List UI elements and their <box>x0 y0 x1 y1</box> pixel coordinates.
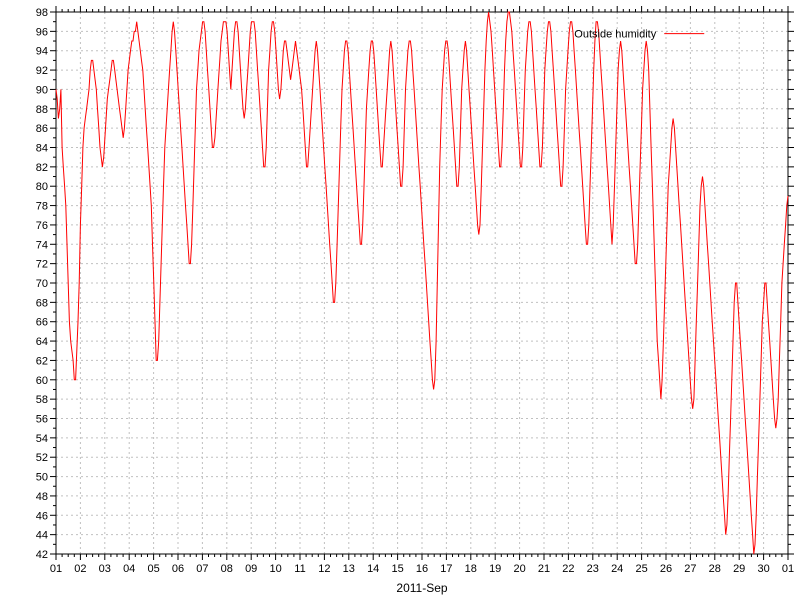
ytick-label: 62 <box>36 355 48 367</box>
xtick-label: 05 <box>147 563 159 575</box>
xtick-label: 10 <box>269 563 281 575</box>
ytick-label: 90 <box>36 84 48 96</box>
ytick-label: 76 <box>36 220 48 232</box>
ytick-label: 84 <box>36 143 48 155</box>
xtick-label: 01 <box>50 563 62 575</box>
ytick-label: 86 <box>36 123 48 135</box>
xtick-label: 15 <box>391 563 403 575</box>
ytick-label: 68 <box>36 297 48 309</box>
ytick-label: 56 <box>36 414 48 426</box>
xtick-label: 03 <box>99 563 111 575</box>
ytick-label: 52 <box>36 452 48 464</box>
ytick-label: 94 <box>36 46 48 58</box>
legend-label: Outside humidity <box>574 29 656 41</box>
xtick-label: 30 <box>757 563 769 575</box>
xtick-label: 02 <box>74 563 86 575</box>
xtick-label: 28 <box>709 563 721 575</box>
ytick-label: 98 <box>36 7 48 19</box>
xtick-label: 22 <box>562 563 574 575</box>
ytick-label: 92 <box>36 65 48 77</box>
ytick-label: 64 <box>36 336 48 348</box>
xtick-label: 16 <box>416 563 428 575</box>
ytick-label: 58 <box>36 394 48 406</box>
xtick-label: 07 <box>196 563 208 575</box>
xtick-label: 04 <box>123 563 135 575</box>
ytick-label: 70 <box>36 278 48 290</box>
humidity-chart: 42 44 46 48 50 52 54 56 58 60 62 64 66 68 70 72 74 76 78 80… <box>0 0 800 600</box>
xtick-label: 12 <box>318 563 330 575</box>
ytick-label: 72 <box>36 259 48 271</box>
ytick-label: 74 <box>36 239 48 251</box>
xtick-label: 29 <box>733 563 745 575</box>
ytick-label: 66 <box>36 317 48 329</box>
ytick-label: 50 <box>36 472 48 484</box>
ytick-label: 88 <box>36 104 48 116</box>
ytick-label: 54 <box>36 433 48 445</box>
ytick-label: 82 <box>36 162 48 174</box>
ytick-label: 78 <box>36 201 48 213</box>
xtick-label: 20 <box>513 563 525 575</box>
ytick-label: 48 <box>36 491 48 503</box>
xtick-label: 25 <box>635 563 647 575</box>
xtick-label: 27 <box>684 563 696 575</box>
xtick-label: 06 <box>172 563 184 575</box>
ytick-label: 96 <box>36 26 48 38</box>
xtick-label: 11 <box>294 563 305 575</box>
xtick-label: 19 <box>489 563 501 575</box>
xtick-label: 08 <box>221 563 233 575</box>
ytick-label: 46 <box>36 510 48 522</box>
xtick-label: 17 <box>440 563 452 575</box>
xtick-label: 01 <box>782 563 794 575</box>
ytick-label: 42 <box>36 549 48 561</box>
ytick-label: 44 <box>36 530 48 542</box>
chart-svg: 42 44 46 48 50 52 54 56 58 60 62 64 66 68 70 72 74 76 78 80… <box>0 0 800 600</box>
xtick-label: 13 <box>343 563 355 575</box>
xtick-label: 23 <box>587 563 599 575</box>
ytick-label: 60 <box>36 375 48 387</box>
xtick-label: 24 <box>611 563 623 575</box>
x-axis-label: 2011-Sep <box>396 581 447 595</box>
xtick-label: 21 <box>538 563 550 575</box>
xtick-label: 26 <box>660 563 672 575</box>
chart-bg <box>0 0 800 600</box>
xtick-label: 14 <box>367 563 379 575</box>
ytick-label: 80 <box>36 181 48 193</box>
xtick-label: 18 <box>465 563 477 575</box>
xtick-label: 09 <box>245 563 257 575</box>
